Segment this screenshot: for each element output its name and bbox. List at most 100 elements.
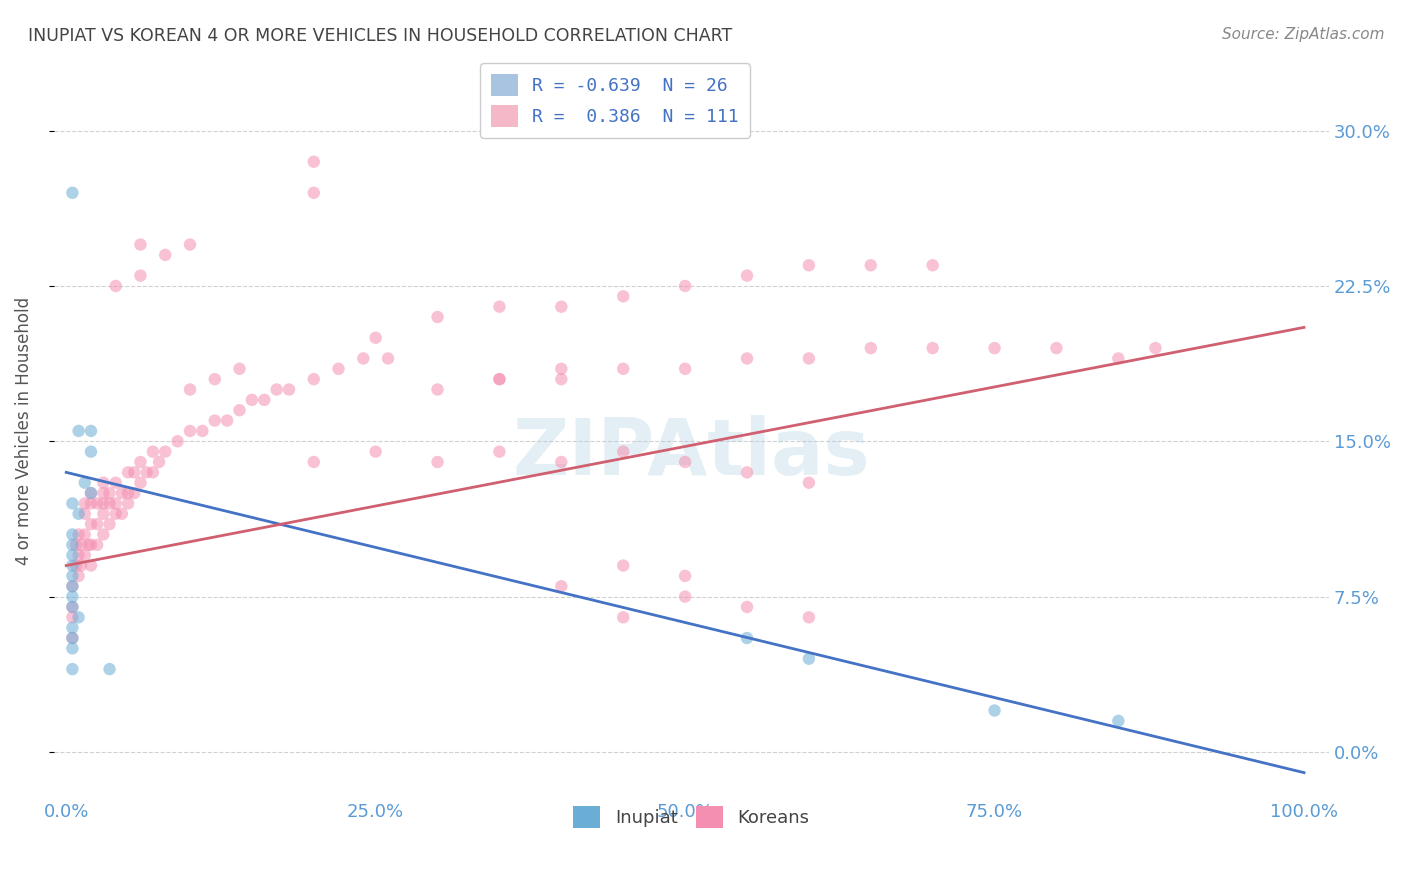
Point bbox=[80, 496, 103, 510]
Point bbox=[364, 331, 387, 345]
Point bbox=[352, 351, 374, 366]
Point bbox=[426, 383, 449, 397]
Point bbox=[278, 383, 301, 397]
Point bbox=[60, 631, 83, 645]
Point bbox=[797, 651, 820, 665]
Point bbox=[426, 455, 449, 469]
Point bbox=[60, 590, 83, 604]
Point bbox=[1045, 341, 1067, 355]
Point bbox=[70, 558, 93, 573]
Y-axis label: 4 or more Vehicles in Household: 4 or more Vehicles in Household bbox=[15, 297, 32, 565]
Point bbox=[65, 538, 87, 552]
Point bbox=[60, 662, 83, 676]
Point bbox=[104, 496, 127, 510]
Point bbox=[80, 424, 103, 438]
Point bbox=[111, 486, 134, 500]
Point bbox=[98, 662, 121, 676]
Point bbox=[228, 361, 250, 376]
Point bbox=[302, 372, 325, 386]
Point bbox=[179, 424, 201, 438]
Point bbox=[735, 268, 758, 283]
Point bbox=[73, 507, 96, 521]
Point bbox=[673, 569, 696, 583]
Point bbox=[673, 455, 696, 469]
Point bbox=[80, 444, 103, 458]
Point bbox=[983, 704, 1005, 718]
Point bbox=[921, 341, 943, 355]
Point bbox=[73, 548, 96, 562]
Point bbox=[240, 392, 263, 407]
Point bbox=[67, 610, 90, 624]
Point bbox=[98, 496, 121, 510]
Point bbox=[377, 351, 399, 366]
Point bbox=[117, 486, 139, 500]
Point bbox=[135, 466, 157, 480]
Point bbox=[266, 383, 288, 397]
Point bbox=[983, 341, 1005, 355]
Point bbox=[142, 444, 165, 458]
Point bbox=[93, 527, 115, 541]
Point bbox=[426, 310, 449, 324]
Point bbox=[60, 610, 83, 624]
Point bbox=[104, 507, 127, 521]
Point bbox=[80, 517, 103, 532]
Point bbox=[86, 496, 108, 510]
Text: INUPIAT VS KOREAN 4 OR MORE VEHICLES IN HOUSEHOLD CORRELATION CHART: INUPIAT VS KOREAN 4 OR MORE VEHICLES IN … bbox=[28, 27, 733, 45]
Point bbox=[104, 475, 127, 490]
Point bbox=[67, 548, 90, 562]
Point bbox=[60, 569, 83, 583]
Point bbox=[550, 455, 572, 469]
Point bbox=[93, 475, 115, 490]
Point bbox=[60, 579, 83, 593]
Point bbox=[77, 538, 100, 552]
Point bbox=[73, 527, 96, 541]
Point bbox=[104, 279, 127, 293]
Point bbox=[166, 434, 188, 449]
Point bbox=[673, 361, 696, 376]
Point bbox=[60, 579, 83, 593]
Point bbox=[302, 186, 325, 200]
Point bbox=[1144, 341, 1167, 355]
Point bbox=[93, 507, 115, 521]
Point bbox=[921, 258, 943, 272]
Point bbox=[302, 455, 325, 469]
Point bbox=[1107, 351, 1129, 366]
Point bbox=[129, 475, 152, 490]
Point bbox=[60, 599, 83, 614]
Point bbox=[179, 383, 201, 397]
Point bbox=[60, 548, 83, 562]
Point bbox=[93, 496, 115, 510]
Point bbox=[86, 517, 108, 532]
Point bbox=[80, 538, 103, 552]
Point bbox=[67, 424, 90, 438]
Point bbox=[612, 361, 634, 376]
Point bbox=[612, 289, 634, 303]
Point bbox=[86, 538, 108, 552]
Point bbox=[673, 590, 696, 604]
Point bbox=[65, 558, 87, 573]
Point bbox=[117, 496, 139, 510]
Point bbox=[204, 372, 226, 386]
Point bbox=[735, 631, 758, 645]
Point bbox=[550, 300, 572, 314]
Point bbox=[859, 258, 882, 272]
Point bbox=[60, 621, 83, 635]
Point bbox=[60, 527, 83, 541]
Point bbox=[73, 475, 96, 490]
Point bbox=[364, 444, 387, 458]
Point bbox=[179, 237, 201, 252]
Point bbox=[129, 455, 152, 469]
Point bbox=[859, 341, 882, 355]
Point bbox=[191, 424, 214, 438]
Point bbox=[488, 444, 510, 458]
Point bbox=[155, 248, 177, 262]
Point bbox=[797, 351, 820, 366]
Point bbox=[60, 599, 83, 614]
Point bbox=[673, 279, 696, 293]
Point bbox=[148, 455, 170, 469]
Point bbox=[70, 538, 93, 552]
Legend: Inupiat, Koreans: Inupiat, Koreans bbox=[567, 798, 817, 835]
Point bbox=[98, 486, 121, 500]
Point bbox=[60, 496, 83, 510]
Point bbox=[550, 579, 572, 593]
